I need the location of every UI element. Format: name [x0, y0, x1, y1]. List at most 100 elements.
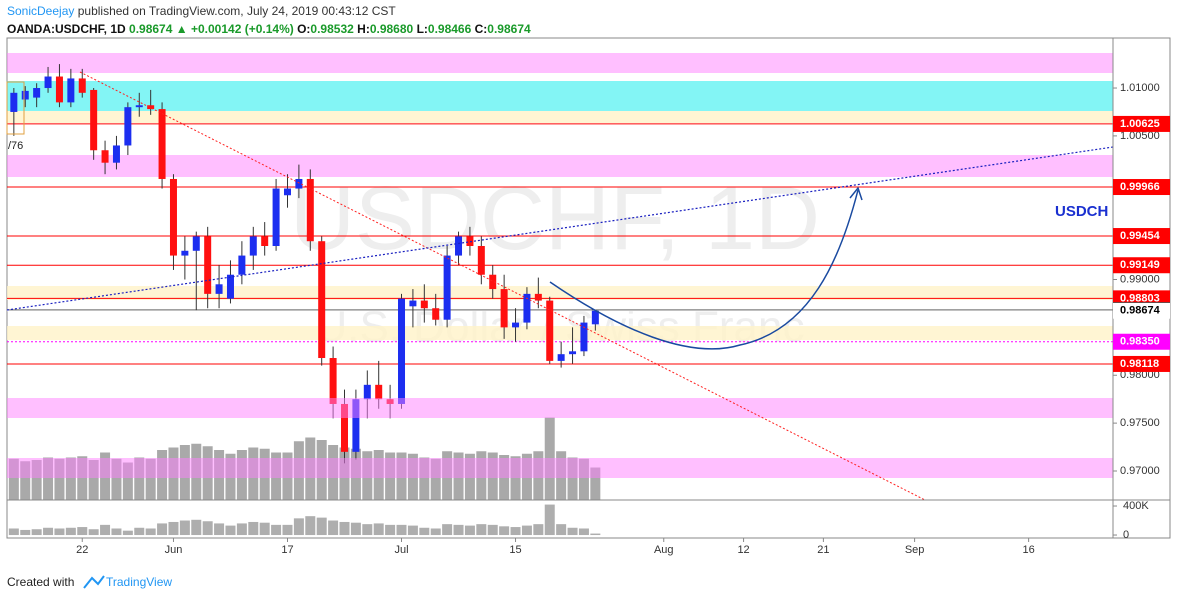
candle-body: [557, 354, 565, 361]
zone: [7, 286, 1113, 300]
candle-body: [295, 178, 303, 189]
volume-bar: [191, 519, 202, 536]
candle-body: [78, 78, 86, 93]
candle-body: [580, 322, 588, 352]
x-tick-label: 22: [76, 544, 88, 556]
candle-body: [101, 150, 109, 163]
zones: [7, 53, 1113, 340]
volume-bar: [533, 524, 544, 536]
l: 0.98466: [428, 22, 472, 36]
volume-bar: [510, 527, 521, 536]
volume-overlay-bar: [419, 457, 430, 500]
candle-body: [204, 236, 212, 294]
y-tick-label: 1.00500: [1120, 130, 1160, 142]
volume-overlay-bar: [88, 460, 99, 500]
published: published on TradingView.com, July 24, 2…: [78, 4, 397, 18]
header-line: SonicDeejay published on TradingView.com…: [7, 4, 396, 18]
candle-body: [283, 188, 291, 196]
level-label: 0.98674: [1120, 305, 1161, 317]
volume-overlay-bar: [111, 458, 122, 500]
level-tag: [1113, 355, 1170, 372]
candle-body: [147, 105, 155, 110]
zone: [7, 458, 1113, 478]
zone: [7, 81, 1113, 111]
candle-body: [10, 92, 18, 112]
volume-bar: [225, 525, 236, 536]
projection-arrow: [549, 189, 859, 350]
volume-bar: [282, 524, 293, 536]
candle-body: [261, 236, 269, 246]
volume-overlay-bar: [122, 462, 133, 500]
candle-body: [420, 300, 428, 309]
author[interactable]: SonicDeejay: [7, 4, 74, 18]
watermark: USDCHF, 1D: [290, 169, 820, 269]
candle-body: [44, 76, 52, 89]
candle-body: [512, 322, 520, 328]
candle-body: [238, 255, 246, 275]
volume-overlay-bar: [8, 458, 19, 500]
y-tick-label: 0.99000: [1120, 273, 1160, 285]
volume-bar: [259, 522, 270, 536]
candle-body: [546, 300, 554, 361]
volume-bar: [476, 524, 487, 536]
volume-bar: [385, 524, 396, 536]
footer-brand[interactable]: TradingView: [106, 575, 172, 589]
volume-bar: [521, 525, 532, 536]
candle-body: [318, 241, 326, 359]
volume-overlay-bar: [430, 458, 441, 500]
volume-bar: [122, 530, 133, 536]
candle-body: [341, 403, 349, 452]
y-tick-label: 0.97000: [1120, 465, 1160, 477]
volume-bar: [350, 522, 361, 536]
candle-body: [363, 384, 371, 400]
candle-body: [112, 145, 120, 163]
volume-bar: [328, 520, 339, 536]
zone: [7, 111, 1113, 123]
x-tick-label: Jul: [394, 544, 408, 556]
volume-bar: [305, 516, 316, 536]
volume-overlay-bar: [145, 458, 156, 500]
volume-bar: [487, 524, 498, 536]
volume-bar: [43, 527, 54, 536]
candle-body: [477, 245, 485, 275]
volume-bar: [453, 524, 464, 536]
volume-bar: [544, 504, 555, 536]
volume-bar: [54, 528, 65, 536]
zone: [7, 326, 1113, 340]
candle-body: [591, 310, 599, 325]
volume-overlay-bar: [43, 457, 54, 500]
plot: [7, 64, 1113, 500]
volume-bar: [65, 527, 76, 536]
x-tick-label: 16: [1022, 544, 1034, 556]
volume-bar: [373, 523, 384, 536]
volume-bar: [419, 527, 430, 536]
h: 0.98680: [370, 22, 414, 36]
volume-bar: [499, 526, 510, 536]
volume-bar: [236, 523, 247, 536]
h-key: H:: [357, 22, 370, 36]
volume-bar: [464, 525, 475, 536]
last: 0.98674: [129, 22, 173, 36]
volume-bar: [578, 528, 589, 536]
level-tag: [1113, 257, 1170, 274]
level-label: 0.99149: [1120, 259, 1160, 271]
level-label: 1.00625: [1120, 118, 1160, 130]
volume-bar: [590, 533, 601, 536]
o-key: O:: [297, 22, 310, 36]
axes: 1.01000 1.00500 0.99000 0.98000 0.97500 0.970…: [8, 82, 1170, 556]
volume-bar: [8, 528, 19, 536]
legend-stub: /76: [8, 140, 23, 152]
volume-bar: [202, 521, 213, 536]
change: +0.00142 (+0.14%): [191, 22, 294, 36]
level-tag: [1113, 115, 1170, 132]
candle-body: [534, 293, 542, 301]
x-tick-label: Sep: [905, 544, 925, 556]
volume-overlay-bar: [510, 456, 521, 500]
candle-body: [432, 308, 440, 320]
volume-bar: [134, 527, 145, 536]
footer-created: Created with: [7, 575, 74, 589]
level-label: 0.98350: [1120, 336, 1160, 348]
volume-overlay-bar: [77, 456, 88, 500]
symbol: OANDA:USDCHF, 1D: [7, 22, 126, 36]
